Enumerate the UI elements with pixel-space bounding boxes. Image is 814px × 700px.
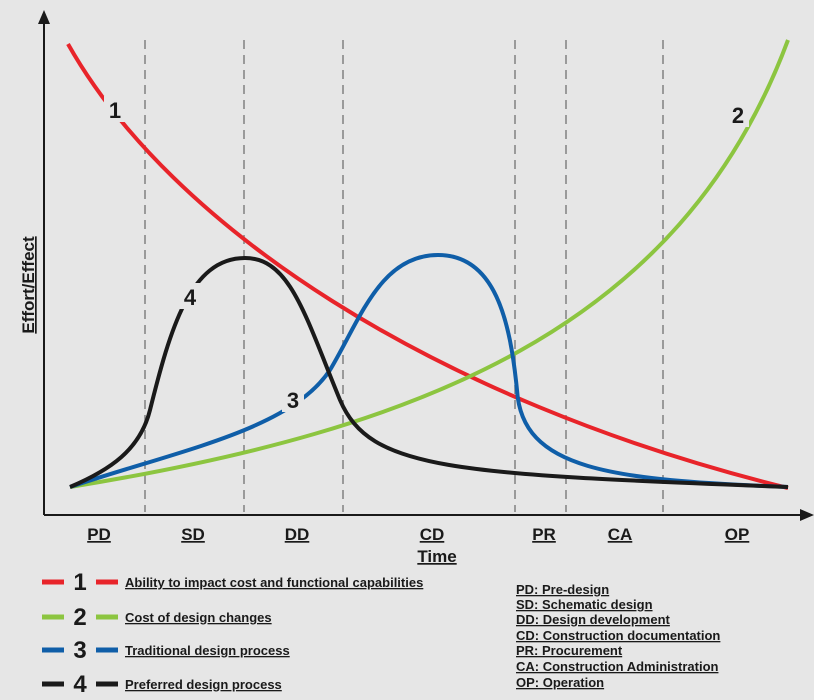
phase-label-dd: DD (285, 525, 310, 544)
legend-item-4: 4 Preferred design process (42, 671, 282, 698)
svg-text:3: 3 (73, 637, 86, 664)
curve-labels: 1 2 3 4 (104, 96, 749, 413)
x-axis-title: Time (417, 547, 456, 566)
phase-label-cd: CD (420, 525, 445, 544)
abbr-dd: DD: Design development (516, 612, 671, 627)
y-axis-title: Effort/Effect (19, 236, 38, 334)
curve-4-label: 4 (184, 285, 197, 310)
phase-dividers (144, 40, 664, 512)
phase-label-op: OP (725, 525, 750, 544)
abbr-pd: PD: Pre-design (516, 582, 609, 597)
legend-text-3: Traditional design process (125, 643, 290, 658)
abbr-op: OP: Operation (516, 675, 604, 690)
phase-label-ca: CA (608, 525, 633, 544)
phase-labels: PD SD DD CD PR CA OP (87, 525, 749, 544)
svg-text:4: 4 (73, 671, 87, 698)
legend-item-1: 1 Ability to impact cost and functional … (42, 569, 423, 596)
curve-3-traditional-process (69, 252, 789, 489)
abbr-pr: PR: Procurement (516, 643, 623, 658)
svg-text:1: 1 (73, 569, 86, 596)
curve-2-cost-of-changes (69, 39, 790, 489)
curve-2-label: 2 (732, 103, 744, 128)
legend-text-1: Ability to impact cost and functional ca… (125, 575, 423, 590)
abbr-sd: SD: Schematic design (516, 597, 653, 612)
abbreviation-list: PD: Pre-design SD: Schematic design DD: … (516, 582, 720, 690)
curve-1-ability-to-impact (66, 43, 789, 490)
abbr-ca: CA: Construction Administration (516, 659, 719, 674)
phase-label-pr: PR (532, 525, 556, 544)
legend-item-2: 2 Cost of design changes (42, 604, 272, 631)
legend-text-4: Preferred design process (125, 677, 282, 692)
curve-3-label: 3 (287, 388, 299, 413)
legend-item-3: 3 Traditional design process (42, 637, 290, 664)
abbr-cd: CD: Construction documentation (516, 628, 720, 643)
y-axis-arrow (38, 10, 50, 24)
curve-4-preferred-process (69, 255, 789, 489)
legend: 1 Ability to impact cost and functional … (42, 569, 423, 698)
phase-label-pd: PD (87, 525, 111, 544)
phase-label-sd: SD (181, 525, 205, 544)
curve-1-label: 1 (109, 98, 121, 123)
x-axis-arrow (800, 509, 814, 521)
legend-text-2: Cost of design changes (125, 610, 272, 625)
svg-text:2: 2 (73, 604, 86, 631)
